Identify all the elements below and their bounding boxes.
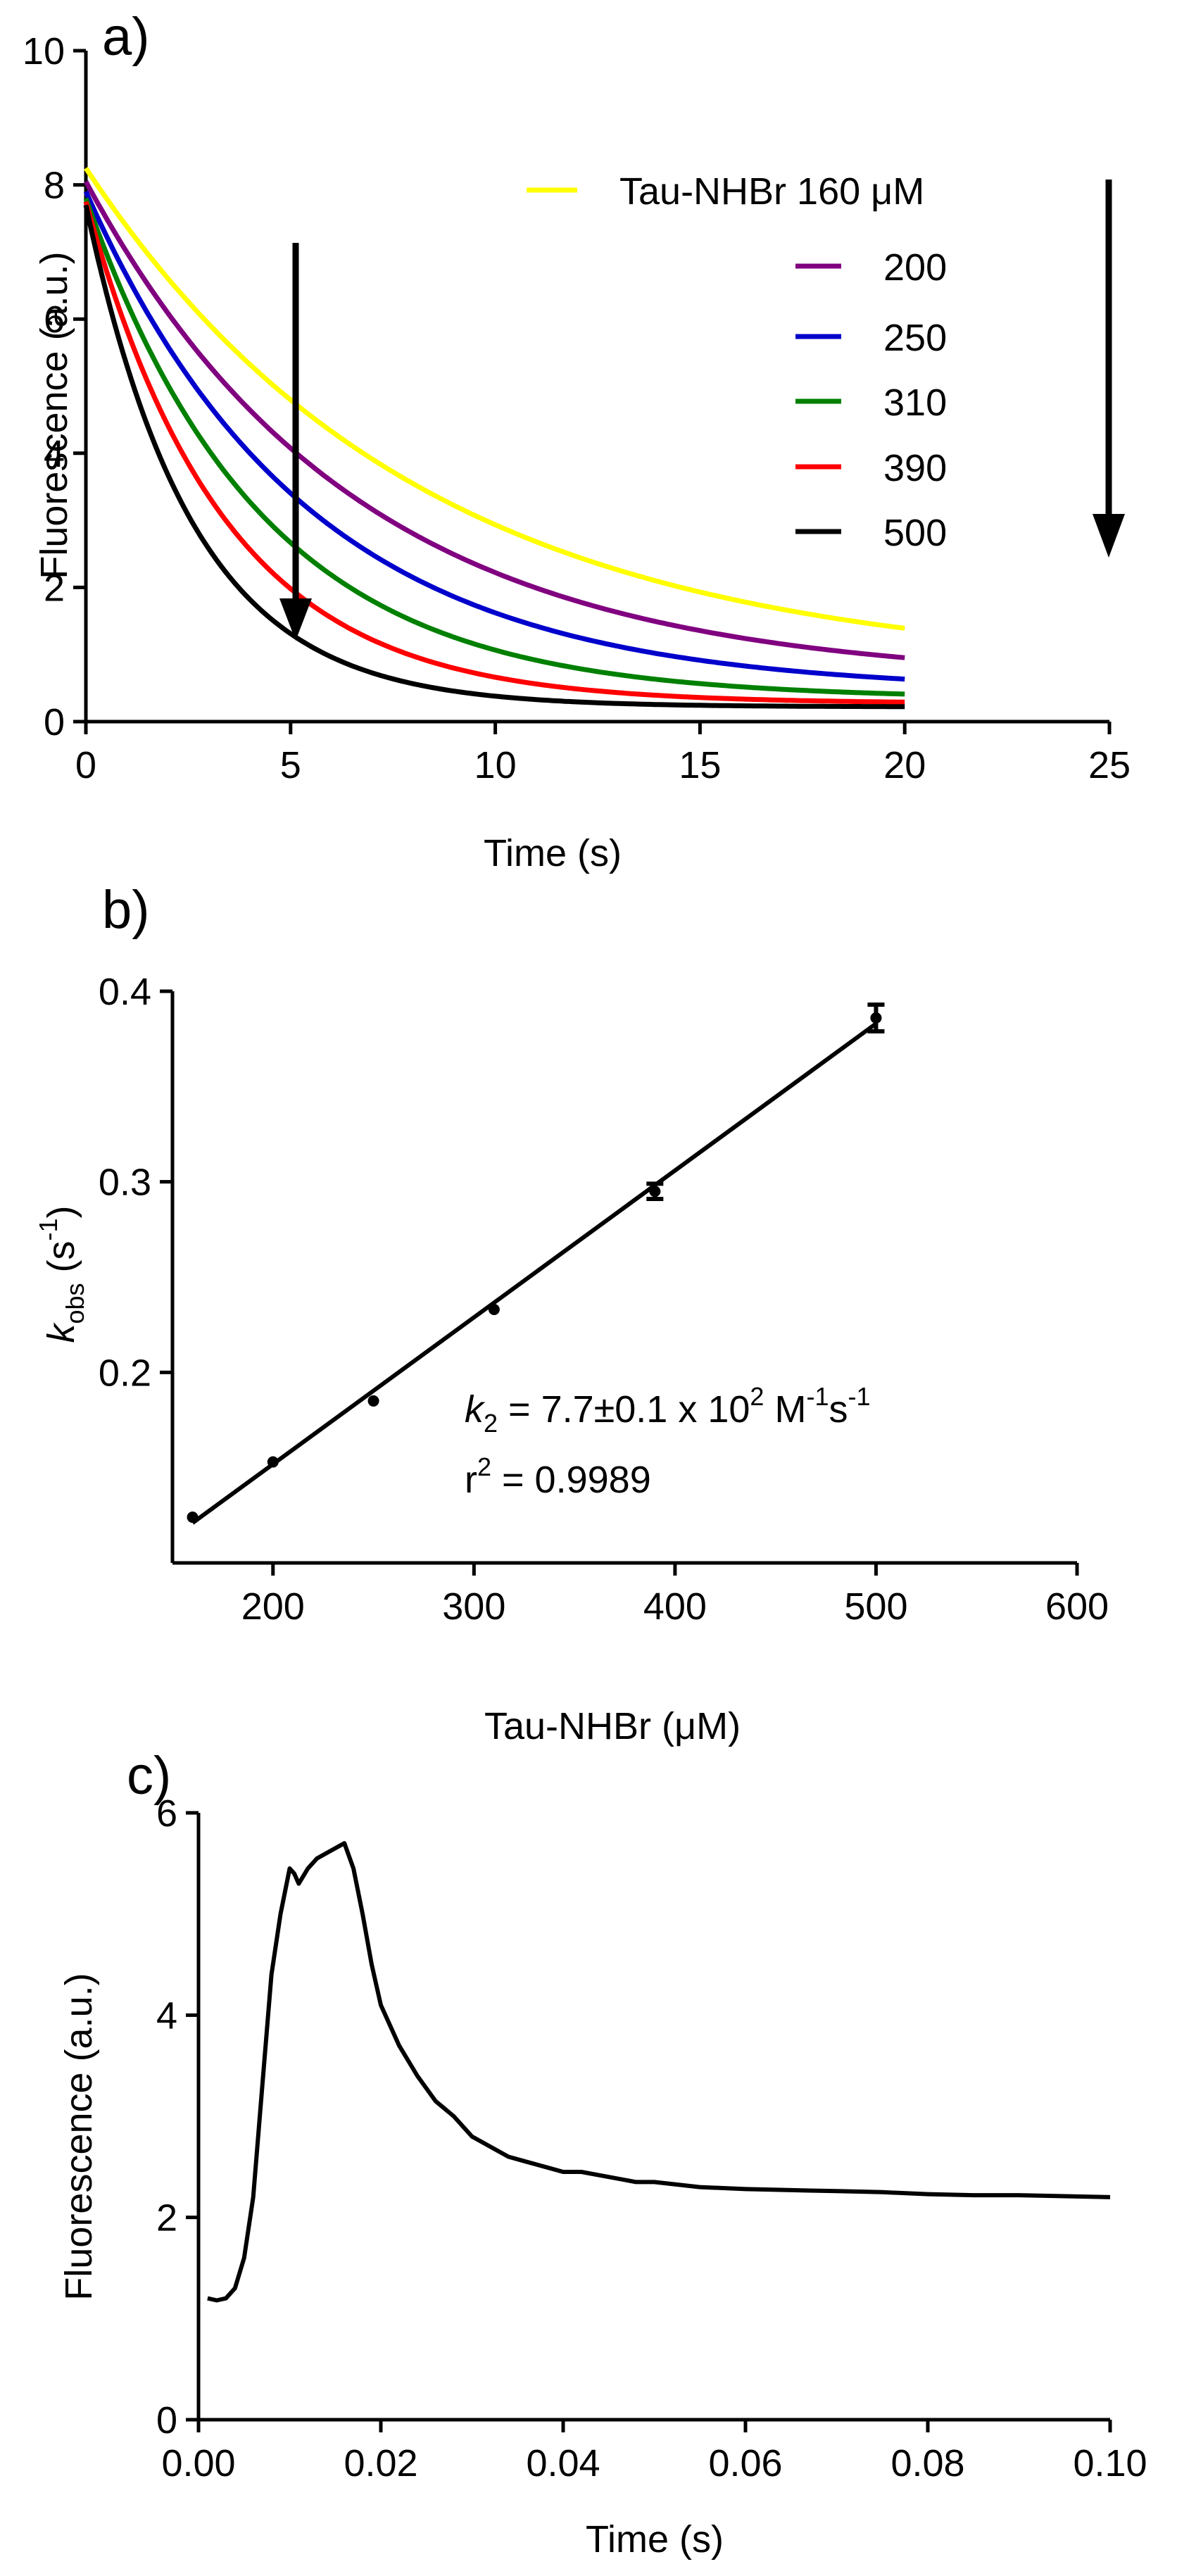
panel-a-ytick-label: 10 bbox=[23, 30, 65, 73]
left-down-arrow-head bbox=[279, 598, 312, 641]
data-point bbox=[267, 1456, 279, 1468]
panel-b-xlabel: Tau-NHBr (μM) bbox=[484, 1705, 741, 1747]
panel-a-xtick-label: 0 bbox=[75, 744, 96, 786]
panel-c-xtick-label: 0.04 bbox=[526, 2442, 600, 2484]
data-point bbox=[187, 1512, 199, 1523]
panel-a-xtick-label: 5 bbox=[280, 744, 301, 786]
series-line-310 bbox=[83, 197, 905, 697]
series-line-250 bbox=[83, 190, 905, 682]
series-line-tau-nhbr-160-m bbox=[84, 166, 905, 631]
k2-annotation: k2 = 7.7±0.1 x 102 M-1s-1 bbox=[465, 1382, 870, 1438]
panel-b-ytick-label: 0.3 bbox=[99, 1162, 151, 1204]
series-line-200 bbox=[83, 180, 905, 660]
panel-a-label: a) bbox=[102, 7, 150, 67]
panel-c-xtick-label: 0.00 bbox=[161, 2442, 235, 2484]
panel-b-xtick-label: 600 bbox=[1045, 1585, 1109, 1628]
panel-c-axes: 0.00 0.02 0.04 0.06 0.08 0.10 0 2 4 6 bbox=[156, 1792, 1147, 2484]
panel-c-ytick-label: 2 bbox=[156, 2197, 177, 2239]
panel-a-xtick-label: 15 bbox=[679, 744, 721, 786]
fluorescence-trace bbox=[207, 1841, 1111, 2303]
legend-label: 200 bbox=[883, 246, 947, 289]
panel-c: c) 0.00 0.02 0.04 0.06 0.08 0.10 0 2 4 6 Time (s)… bbox=[58, 1746, 1147, 2561]
legend-label: 250 bbox=[883, 317, 947, 359]
series-line-500 bbox=[83, 204, 905, 710]
legend-label: 390 bbox=[883, 447, 947, 489]
panel-b-ytick-label: 0.4 bbox=[99, 971, 151, 1013]
panel-a-xlabel: Time (s) bbox=[484, 832, 622, 874]
panel-b-label: b) bbox=[102, 880, 150, 940]
legend-label: 310 bbox=[883, 382, 947, 424]
panel-c-xtick-label: 0.06 bbox=[708, 2442, 782, 2484]
panel-a-ytick-label: 4 bbox=[44, 433, 65, 475]
data-point bbox=[649, 1186, 661, 1198]
fit-line bbox=[191, 1022, 878, 1525]
panel-a-ytick-label: 6 bbox=[44, 299, 65, 341]
legend-label: 500 bbox=[883, 512, 947, 554]
legend-label: Tau-NHBr 160 μM bbox=[619, 170, 924, 213]
panel-a-xtick-label: 25 bbox=[1088, 744, 1131, 786]
panel-a-legend: Tau-NHBr 160 μM 200 250 310 390 500 bbox=[527, 170, 947, 554]
panel-b-ylabel: kobs (s-1) bbox=[34, 1205, 89, 1343]
panel-c-xlabel: Time (s) bbox=[586, 2518, 724, 2561]
panel-c-series bbox=[207, 1841, 1111, 2303]
data-point bbox=[367, 1395, 379, 1407]
panel-a-ylabel: Fluorescence (a.u.) bbox=[33, 251, 75, 579]
right-down-arrow-head bbox=[1093, 514, 1125, 558]
panel-c-ytick-label: 0 bbox=[156, 2399, 177, 2442]
panel-a-xtick-label: 10 bbox=[474, 744, 517, 786]
panel-b-xtick-label: 500 bbox=[844, 1585, 907, 1628]
panel-b-marks bbox=[187, 1002, 885, 1525]
panel-c-ytick-label: 4 bbox=[156, 1994, 177, 2037]
data-point bbox=[870, 1012, 882, 1024]
panel-b-axes: 200 300 400 500 600 0.2 0.3 0.4 bbox=[99, 971, 1109, 1628]
panel-a-ytick-label: 0 bbox=[44, 701, 65, 743]
panel-a-xtick-label: 20 bbox=[883, 744, 926, 786]
r2-annotation: r2 = 0.9989 bbox=[465, 1452, 651, 1501]
panel-a-ytick-label: 2 bbox=[44, 567, 65, 609]
panel-b-xtick-label: 300 bbox=[442, 1585, 505, 1628]
panel-c-label: c) bbox=[127, 1746, 171, 1806]
panel-b-xtick-label: 400 bbox=[643, 1585, 707, 1628]
panel-c-xtick-label: 0.02 bbox=[344, 2442, 417, 2484]
panel-a-ytick-label: 8 bbox=[44, 165, 65, 207]
panel-b: b) 200 300 400 500 600 0.2 0.3 0.4 k2 = 7.7±0.1… bbox=[34, 880, 1109, 1747]
panel-b-xtick-label: 200 bbox=[241, 1585, 305, 1628]
panel-b-ytick-label: 0.2 bbox=[99, 1352, 151, 1394]
panel-c-xtick-label: 0.10 bbox=[1073, 2442, 1147, 2484]
panel-a-series bbox=[83, 166, 905, 710]
panel-c-xtick-label: 0.08 bbox=[890, 2442, 964, 2484]
panel-c-ytick-label: 6 bbox=[156, 1792, 177, 1835]
series-line-390 bbox=[83, 201, 905, 705]
data-point bbox=[488, 1304, 500, 1316]
panel-c-ylabel: Fluorescence (a.u.) bbox=[58, 1973, 100, 2300]
